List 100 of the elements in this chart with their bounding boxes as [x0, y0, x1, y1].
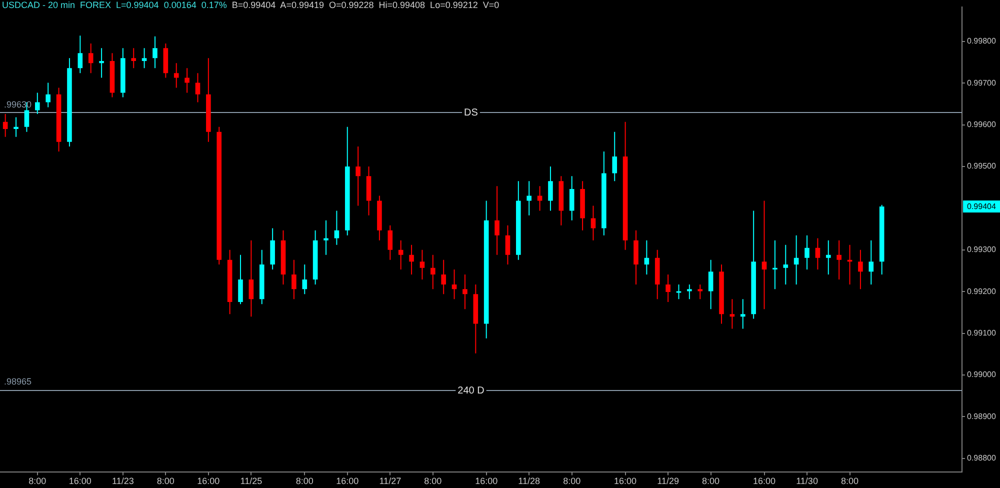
candlestick	[398, 240, 404, 270]
x-tick-label: 11/27	[379, 476, 402, 486]
candlestick	[815, 238, 820, 270]
candlestick	[751, 210, 756, 319]
candlestick	[676, 284, 682, 300]
candlestick	[131, 48, 136, 68]
x-tick-label: 16:00	[614, 476, 637, 486]
candlestick	[206, 58, 211, 142]
candlestick	[88, 44, 94, 74]
x-tick-label: 8:00	[563, 476, 581, 486]
candlestick	[227, 250, 232, 314]
x-tick-label: 8:00	[841, 476, 859, 486]
candlestick	[740, 299, 746, 329]
candlestick	[537, 186, 542, 211]
x-tick-label: 16:00	[197, 476, 220, 486]
candlestick	[409, 244, 414, 275]
ref-line-label: DS	[464, 107, 478, 118]
candlestick	[847, 244, 852, 285]
x-tick-label: 16:00	[336, 476, 359, 486]
candlestick	[388, 225, 393, 260]
x-tick-label: 8:00	[156, 476, 174, 486]
chart-title: USDCAD - 20 min FOREX L=0.99404 0.00164 0.17%	[2, 0, 227, 10]
chart-subtitle: B=0.99404 A=0.99419 O=0.99228 Hi=0.99408 Lo=0.99212 V=0	[232, 0, 500, 10]
candlestick	[184, 68, 190, 93]
x-tick-label: 16:00	[68, 476, 92, 486]
y-tick-label: 0.99600	[967, 120, 996, 130]
x-tick-label: 8:00	[424, 476, 442, 486]
candlestick	[687, 284, 692, 300]
candlestick	[67, 58, 72, 147]
annotation: 0.99404	[967, 202, 996, 211]
candlestick	[259, 250, 264, 304]
candlestick	[868, 240, 874, 285]
candlestick	[548, 166, 553, 211]
candlestick	[56, 88, 62, 152]
y-tick-label: 0.98800	[967, 454, 996, 463]
candlestick	[344, 126, 350, 236]
candlestick	[2, 114, 8, 137]
x-tick-label: 8:00	[296, 476, 314, 486]
candlestick	[505, 225, 510, 265]
candlestick	[879, 204, 884, 275]
candlestick	[99, 48, 104, 78]
candlestick	[248, 240, 254, 317]
candlestick	[526, 181, 532, 216]
candlestick	[302, 264, 308, 294]
candlestick	[719, 264, 724, 324]
candlestick	[280, 230, 286, 285]
candlestick	[494, 186, 500, 255]
candlestick	[174, 63, 179, 88]
x-tick-label: 11/25	[240, 476, 262, 486]
x-tick-label: 8:00	[702, 476, 720, 486]
x-tick-label: 11/23	[112, 476, 134, 486]
candlestick	[558, 176, 564, 226]
candlestick	[484, 200, 489, 338]
candlestick	[516, 181, 521, 260]
candlestick	[654, 250, 660, 300]
candlestick	[622, 122, 628, 250]
candlestick	[120, 48, 126, 98]
candlestick	[452, 270, 457, 300]
ref-line-label: 240 D	[458, 385, 484, 396]
candlestick	[430, 254, 436, 290]
y-tick-label: 0.99500	[967, 162, 996, 171]
candlestick	[730, 299, 735, 329]
candlestick	[473, 284, 478, 354]
candlestick	[762, 200, 767, 310]
candlestick	[334, 210, 340, 245]
candlestick	[569, 176, 574, 220]
candlestick	[312, 230, 318, 285]
candlestick	[46, 82, 51, 108]
candlestick	[634, 230, 638, 285]
candlestick	[238, 254, 243, 304]
x-tick-label: 11/29	[657, 476, 679, 486]
candlestick	[377, 196, 382, 240]
candlestick	[324, 220, 328, 255]
candlestick	[110, 53, 115, 98]
candlestick	[826, 240, 831, 275]
candlestick	[666, 274, 670, 302]
candlestick	[270, 228, 275, 270]
y-tick-label: 0.99200	[967, 286, 996, 296]
candlestick	[644, 240, 650, 275]
y-tick-label: 0.99700	[967, 78, 996, 88]
y-tick-label: 0.99300	[967, 245, 996, 254]
candlestick	[163, 44, 168, 78]
candlestick	[580, 181, 585, 230]
candlestick	[836, 240, 842, 280]
candlestick	[794, 235, 799, 285]
y-tick-label: 0.99100	[967, 328, 996, 338]
candlestick	[783, 244, 788, 285]
candlestick	[441, 260, 446, 294]
candlestick	[35, 92, 40, 114]
candlestick	[14, 117, 18, 137]
y-tick-label: 0.98900	[967, 412, 996, 421]
x-tick-label: 8:00	[28, 476, 46, 486]
candlestick	[356, 146, 360, 206]
candlestick	[772, 240, 778, 290]
candlestick	[292, 260, 296, 300]
candlestick	[216, 126, 222, 265]
y-tick-label: 0.99000	[967, 370, 996, 380]
candlestick	[366, 166, 372, 216]
candlestick	[78, 36, 83, 74]
candlestick	[590, 206, 596, 240]
